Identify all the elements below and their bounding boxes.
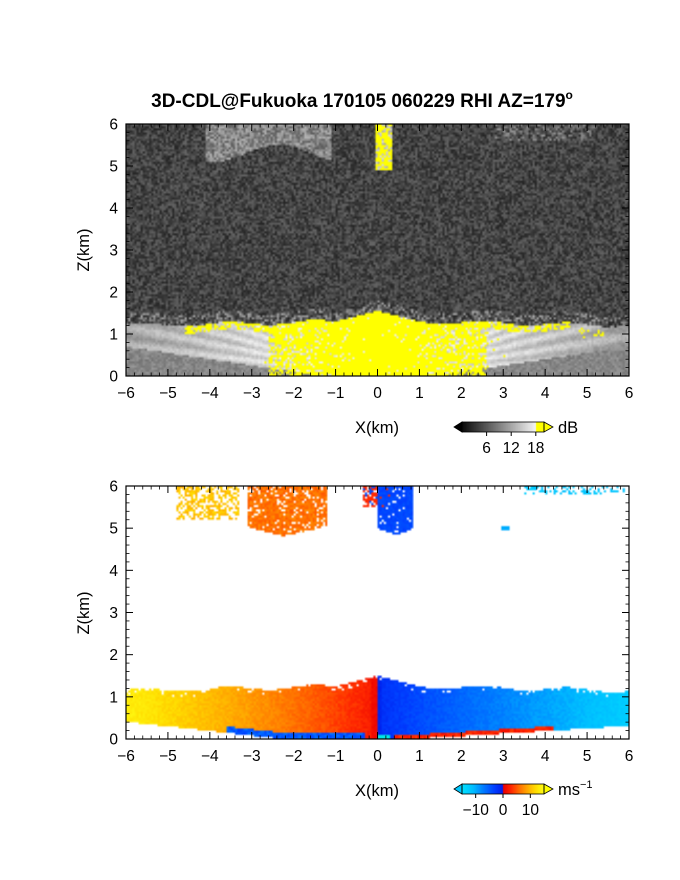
x-tick-label: 6 [625, 748, 634, 765]
x-tick-label: 3 [499, 385, 508, 402]
velocity-heatmap [126, 486, 629, 739]
y-tick-label: 2 [109, 285, 118, 302]
backscatter-x-ticks: −6 −5 −4 −3 −2 −1 0 1 2 3 4 5 6 [117, 124, 633, 402]
velocity-y-label: Z(km) [75, 591, 93, 634]
x-tick-label: −6 [117, 748, 135, 765]
velocity-colorbar-low-arrow [453, 783, 463, 795]
x-tick-label: 4 [541, 748, 550, 765]
x-tick-label: −6 [117, 385, 135, 402]
x-tick-label: −3 [243, 385, 261, 402]
backscatter-colorbar: dB 6 12 18 [453, 419, 578, 457]
velocity-x-label: X(km) [355, 782, 399, 800]
backscatter-colorbar-ramp [462, 422, 544, 432]
velocity-x-ticks: −6 −5 −4 −3 −2 −1 0 1 2 3 4 5 6 [117, 486, 633, 765]
y-tick-label: 0 [109, 369, 118, 386]
backscatter-colorbar-low-arrow [453, 421, 463, 433]
y-tick-label: 5 [109, 521, 118, 538]
x-tick-label: 2 [457, 385, 466, 402]
figure-title: 3D-CDL@Fukuoka 170105 060229 RHI AZ=179o [151, 88, 573, 112]
backscatter-colorbar-frame [461, 421, 545, 433]
x-tick-label: −5 [159, 748, 177, 765]
x-tick-label: 0 [373, 385, 382, 402]
x-tick-label: 0 [373, 748, 382, 765]
backscatter-y-ticks: 0 1 2 3 4 5 6 [109, 117, 629, 386]
velocity-y-ticks: 0 1 2 3 4 5 6 [109, 479, 629, 749]
backscatter-colorbar-unit: dB [558, 419, 578, 437]
y-tick-label: 2 [109, 647, 118, 664]
colorbar-tick-label: 0 [499, 802, 508, 819]
x-tick-label: −4 [201, 748, 219, 765]
x-tick-label: −3 [243, 748, 261, 765]
y-tick-label: 4 [109, 563, 118, 580]
x-tick-label: −2 [285, 748, 303, 765]
velocity-colorbar-ramp [462, 784, 544, 794]
x-tick-label: −1 [327, 385, 345, 402]
x-tick-label: 5 [583, 385, 592, 402]
backscatter-colorbar-ticks: 6 12 18 [482, 432, 544, 457]
colorbar-tick-label: 6 [482, 440, 491, 457]
y-tick-label: 6 [109, 479, 118, 496]
colorbar-tick-label: −10 [463, 802, 490, 819]
y-tick-label: 1 [109, 689, 118, 706]
y-tick-label: 3 [109, 243, 118, 260]
x-tick-label: −4 [201, 385, 219, 402]
y-tick-label: 5 [109, 159, 118, 176]
x-tick-label: 4 [541, 385, 550, 402]
colorbar-tick-label: 10 [522, 802, 540, 819]
x-tick-label: 1 [415, 748, 424, 765]
y-tick-label: 6 [109, 117, 118, 134]
backscatter-x-label: X(km) [355, 419, 399, 437]
x-tick-label: 3 [499, 748, 508, 765]
backscatter-colorbar-high-arrow [543, 421, 554, 433]
backscatter-heatmap [126, 124, 629, 376]
velocity-colorbar: ms−1 −10 0 10 [453, 779, 593, 819]
x-tick-label: −5 [159, 385, 177, 402]
backscatter-plot-area [126, 124, 629, 376]
backscatter-y-label: Z(km) [75, 228, 93, 271]
colorbar-tick-label: 12 [503, 440, 520, 457]
x-tick-label: 5 [583, 748, 592, 765]
y-tick-label: 3 [109, 605, 118, 622]
y-tick-label: 4 [109, 201, 118, 218]
velocity-plot-area [126, 486, 629, 739]
y-tick-label: 1 [109, 327, 118, 344]
y-tick-label: 0 [109, 732, 118, 749]
velocity-colorbar-unit: ms−1 [558, 779, 593, 799]
x-tick-label: −2 [285, 385, 303, 402]
x-tick-label: 6 [625, 385, 634, 402]
x-tick-label: 1 [415, 385, 424, 402]
velocity-colorbar-ticks: −10 0 10 [463, 794, 540, 819]
x-tick-label: 2 [457, 748, 466, 765]
colorbar-tick-label: 18 [527, 440, 544, 457]
x-tick-label: −1 [327, 748, 345, 765]
velocity-colorbar-high-arrow [543, 783, 554, 795]
